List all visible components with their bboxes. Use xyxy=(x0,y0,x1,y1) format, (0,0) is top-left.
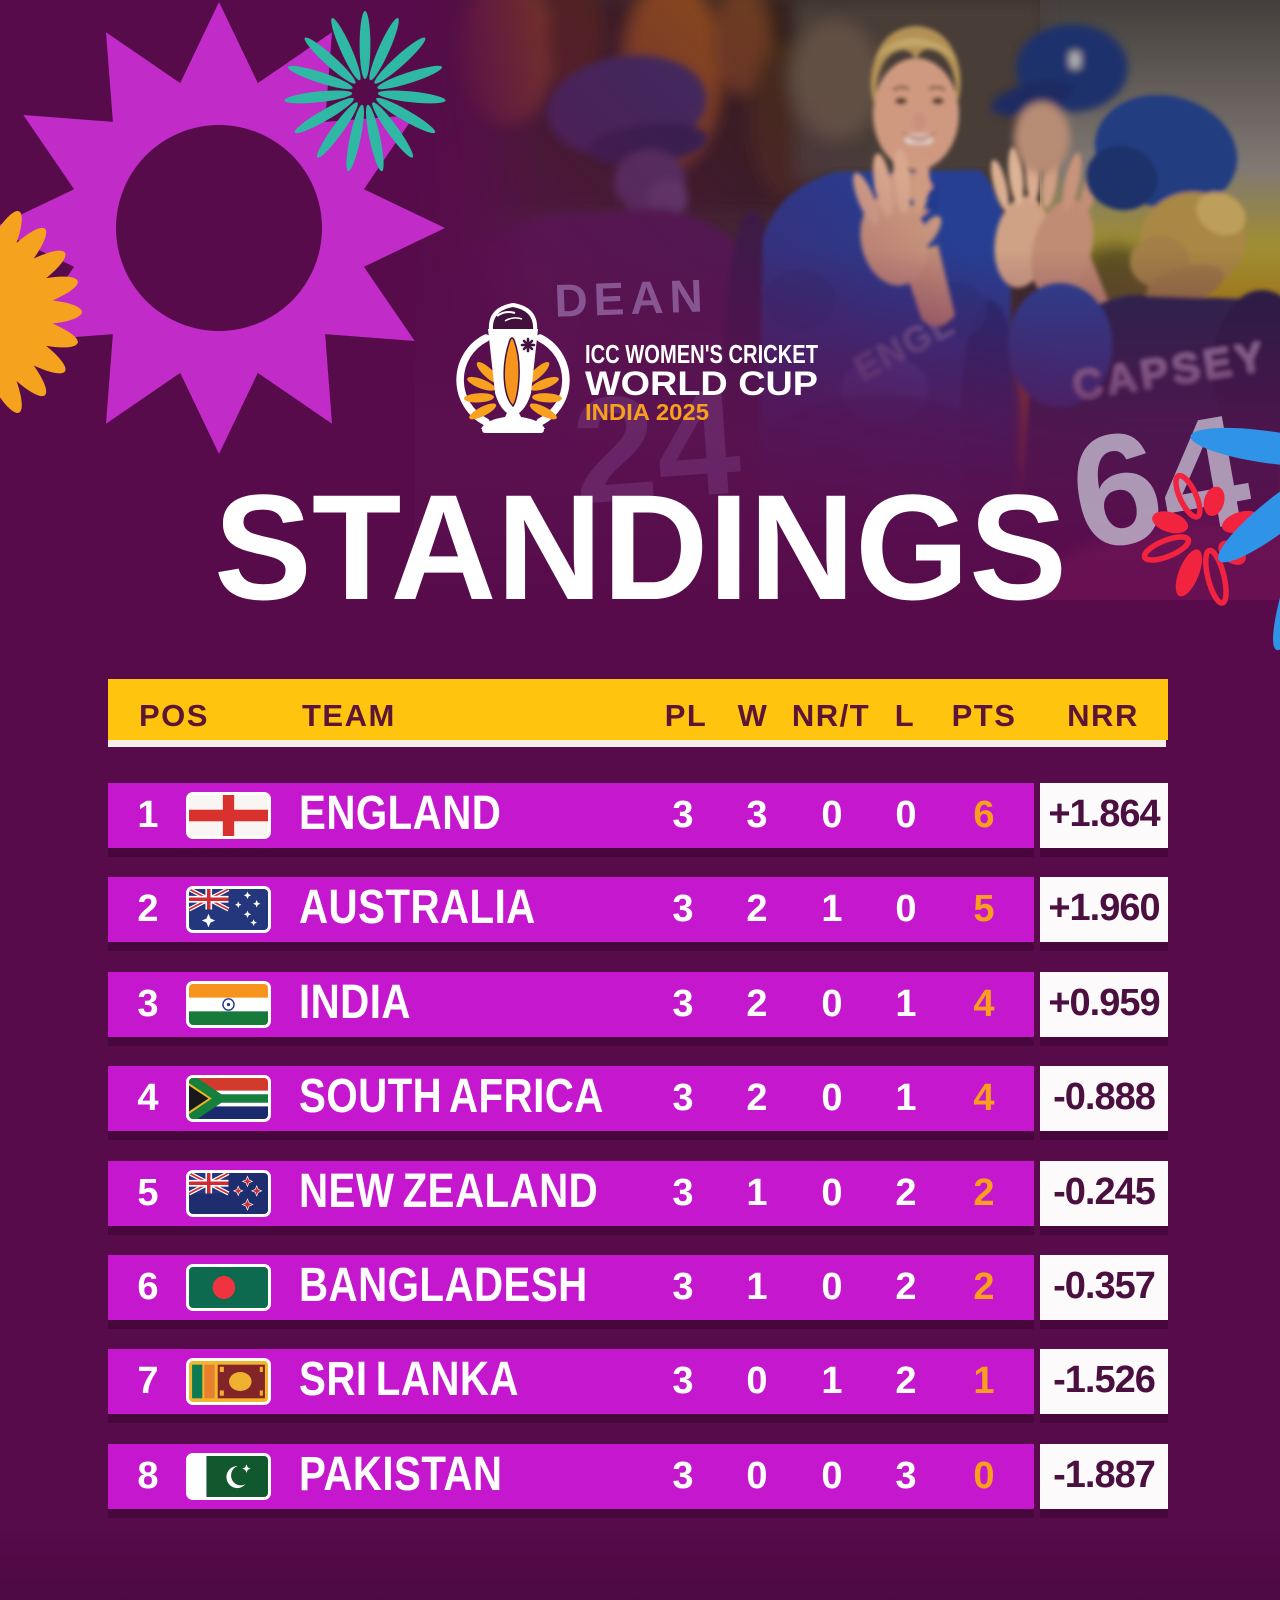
svg-text:24: 24 xyxy=(567,357,745,536)
svg-text:WORLD CUP: WORLD CUP xyxy=(585,365,818,403)
svg-text:STANDINGS: STANDINGS xyxy=(214,463,1067,631)
svg-text:INDIA 2025: INDIA 2025 xyxy=(585,399,709,425)
svg-text:ICC WOMEN'S CRICKET: ICC WOMEN'S CRICKET xyxy=(585,339,818,369)
svg-text:DEAN: DEAN xyxy=(553,269,709,326)
